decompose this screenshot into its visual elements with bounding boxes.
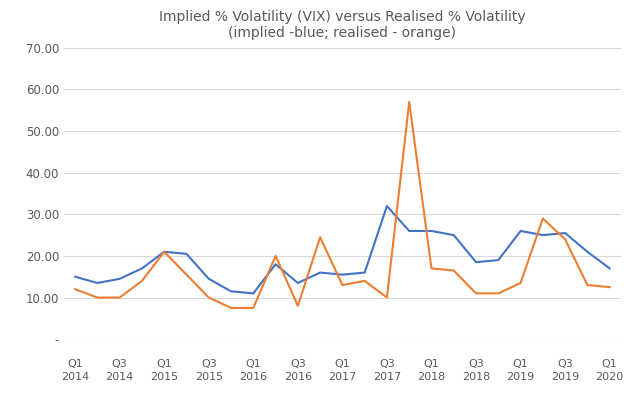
Text: Q1: Q1 [513,359,529,369]
Text: 2019: 2019 [506,373,534,383]
Text: Q3: Q3 [201,359,217,369]
Text: 2018: 2018 [462,373,490,383]
Title: Implied % Volatility (VIX) versus Realised % Volatility
(implied -blue; realised: Implied % Volatility (VIX) versus Realis… [159,10,525,40]
Text: Q1: Q1 [335,359,350,369]
Text: Q1: Q1 [602,359,618,369]
Text: 2020: 2020 [596,373,624,383]
Text: 2014: 2014 [106,373,134,383]
Text: 2019: 2019 [551,373,579,383]
Text: Q3: Q3 [557,359,573,369]
Text: 2015: 2015 [150,373,179,383]
Text: 2017: 2017 [328,373,356,383]
Text: Q3: Q3 [468,359,484,369]
Text: 2015: 2015 [195,373,223,383]
Text: Q3: Q3 [379,359,395,369]
Text: 2014: 2014 [61,373,89,383]
Text: Q1: Q1 [245,359,261,369]
Text: Q3: Q3 [112,359,127,369]
Text: 2016: 2016 [239,373,268,383]
Text: Q3: Q3 [290,359,306,369]
Text: 2017: 2017 [373,373,401,383]
Text: Q1: Q1 [156,359,172,369]
Text: Q1: Q1 [424,359,440,369]
Text: 2016: 2016 [284,373,312,383]
Text: 2018: 2018 [417,373,445,383]
Text: Q1: Q1 [67,359,83,369]
